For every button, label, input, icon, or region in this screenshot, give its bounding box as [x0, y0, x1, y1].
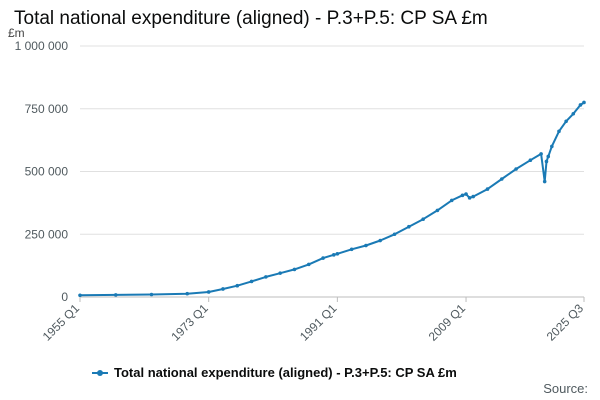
y-tick-label: 0 [61, 290, 68, 304]
data-point[interactable] [113, 293, 118, 297]
x-axis [79, 296, 585, 302]
data-point[interactable] [331, 253, 336, 257]
data-point[interactable] [221, 287, 225, 291]
data-point[interactable] [435, 208, 440, 213]
x-tick-label: 1955 Q1 [40, 301, 83, 344]
data-point[interactable] [550, 144, 554, 149]
data-point[interactable] [471, 194, 475, 199]
y-tick-label: 750 000 [25, 102, 69, 116]
data-point[interactable] [306, 262, 311, 267]
chart-title: Total national expenditure (aligned) - P… [14, 8, 488, 29]
x-axis-tick-labels: 1955 Q1 1973 Q1 1991 Q1 2009 Q1 2025 Q3 [40, 301, 587, 344]
data-point[interactable] [421, 217, 425, 221]
legend[interactable]: Total national expenditure (aligned) - P… [92, 365, 457, 380]
data-point[interactable] [206, 290, 211, 294]
x-tick-label: 1973 Q1 [168, 301, 211, 344]
data-point[interactable] [460, 193, 465, 198]
data-point[interactable] [378, 238, 383, 243]
data-point[interactable] [321, 256, 325, 260]
data-point[interactable] [544, 159, 549, 164]
y-axis-tick-labels: 0 250 000 500 000 750 000 1 000 000 [15, 39, 69, 304]
data-point[interactable] [557, 129, 561, 134]
data-point[interactable] [278, 271, 282, 275]
data-point[interactable] [582, 100, 586, 105]
gridlines [80, 45, 584, 235]
data-point[interactable] [349, 247, 354, 252]
data-point[interactable] [292, 267, 297, 272]
series-line[interactable] [79, 101, 585, 297]
data-point[interactable] [564, 119, 568, 124]
data-point[interactable] [235, 283, 240, 288]
x-tick-label: 2025 Q3 [544, 301, 587, 344]
data-point[interactable] [467, 196, 472, 200]
data-point[interactable] [185, 291, 190, 296]
data-point[interactable] [578, 103, 583, 107]
y-tick-label: 250 000 [25, 227, 69, 241]
y-axis-unit-label: £m [8, 26, 25, 40]
data-point[interactable] [264, 275, 268, 279]
data-point[interactable] [407, 224, 411, 229]
data-point[interactable] [249, 279, 254, 284]
data-point[interactable] [539, 152, 543, 156]
x-tick-label: 1991 Q1 [297, 301, 340, 344]
data-point[interactable] [392, 232, 397, 237]
data-point[interactable] [546, 154, 551, 159]
data-point[interactable] [78, 293, 82, 298]
data-point[interactable] [364, 243, 368, 248]
data-point[interactable] [542, 179, 547, 184]
data-point[interactable] [449, 198, 454, 203]
data-point[interactable] [514, 167, 518, 171]
data-point[interactable] [485, 187, 490, 191]
data-point[interactable] [335, 252, 340, 256]
y-tick-label: 1 000 000 [15, 39, 69, 53]
legend-swatch-icon [92, 369, 108, 376]
data-point[interactable] [149, 292, 154, 297]
data-point[interactable] [499, 177, 504, 181]
data-point[interactable] [528, 158, 533, 163]
legend-label: Total national expenditure (aligned) - P… [114, 365, 457, 380]
data-point[interactable] [571, 111, 576, 116]
x-tick-label: 2009 Q1 [426, 301, 469, 344]
data-point[interactable] [464, 192, 468, 196]
y-tick-label: 500 000 [25, 165, 69, 179]
series-layer[interactable] [78, 100, 586, 298]
source-label[interactable]: Source: [543, 381, 588, 396]
